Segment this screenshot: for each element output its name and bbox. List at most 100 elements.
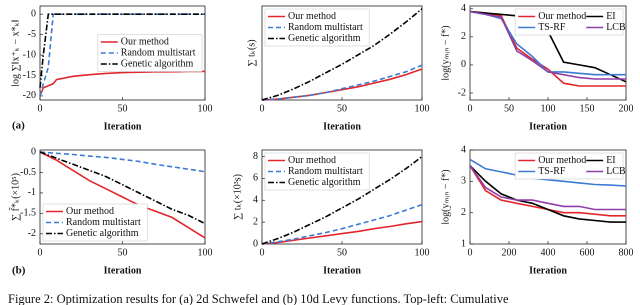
legend-box: [264, 8, 370, 47]
y-tick-label: 2: [253, 216, 258, 227]
x-axis-label: Iteration: [323, 265, 361, 276]
y-tick-label: 2: [461, 31, 466, 42]
legend-label: Random multistart: [288, 166, 363, 177]
legend-label: Random multistart: [288, 22, 363, 33]
legend-box: [514, 8, 624, 36]
x-tick-label: 100: [198, 247, 213, 258]
y-axis-label: ∑ tₖ(s): [246, 39, 257, 66]
x-axis-label: Iteration: [529, 121, 567, 132]
x-axis-label: Iteration: [104, 265, 142, 276]
series-line: [469, 158, 627, 187]
x-tick-label: 50: [337, 103, 347, 114]
x-tick-label: 600: [580, 247, 595, 258]
series-line: [39, 151, 206, 225]
x-tick-label: 50: [118, 103, 128, 114]
y-tick-label: -5: [28, 29, 36, 40]
x-tick-label: 200: [619, 103, 634, 114]
x-tick-label: 200: [502, 247, 517, 258]
legend-label: TS-RF: [538, 22, 566, 33]
y-tick-label: -2: [28, 228, 36, 239]
y-tick-label: 4: [253, 195, 258, 206]
legend-label: LCB: [606, 166, 626, 177]
y-axis-label: ∑ f̃*ₖ(×10⁵): [8, 173, 21, 221]
caption: Figure 2: Optimization results for (a) 2…: [8, 292, 509, 305]
x-axis-label: Iteration: [104, 121, 142, 132]
series-line: [261, 203, 423, 245]
legend-box: [97, 34, 203, 72]
legend-label: Our method: [538, 11, 586, 22]
legend-label: Random multistart: [121, 47, 196, 58]
legend-label: Random multistart: [66, 217, 141, 228]
series-line: [261, 220, 423, 245]
series-line: [39, 13, 205, 88]
x-axis-label: Iteration: [529, 265, 567, 276]
legend-label: LCB: [606, 22, 626, 33]
y-tick-label: 1: [461, 238, 466, 249]
y-tick-label: 2: [461, 207, 466, 218]
y-axis-label: ∑ tₖ(×10³s): [232, 174, 243, 220]
legend-label: EI: [606, 155, 615, 166]
y-tick-label: 0: [461, 59, 466, 70]
legend-label: TS-RF: [538, 166, 566, 177]
y-tick-label: -1: [28, 187, 36, 198]
x-tick-label: 0: [260, 247, 265, 258]
legend-label: Our method: [288, 11, 336, 22]
legend-label: Our method: [121, 36, 169, 47]
x-tick-label: 0: [38, 103, 43, 114]
x-tick-label: 50: [118, 247, 128, 258]
x-tick-label: 100: [415, 247, 430, 258]
panel-label: (b): [12, 265, 26, 277]
x-tick-label: 0: [38, 247, 43, 258]
series-line: [39, 151, 206, 173]
legend-label: Genetic algorithm: [121, 58, 194, 69]
x-tick-label: 150: [580, 103, 595, 114]
legend-label: Our method: [66, 206, 114, 217]
y-tick-label: -0.5: [20, 167, 36, 178]
series-line: [469, 165, 626, 211]
x-tick-label: 100: [415, 103, 430, 114]
y-axis-label: log(yₘᵢₙ − f*): [440, 25, 451, 80]
x-tick-label: 800: [619, 247, 634, 258]
x-tick-label: 100: [198, 103, 213, 114]
y-tick-label: 8: [253, 151, 258, 162]
legend-label: Our method: [288, 155, 336, 166]
series-line: [39, 151, 206, 239]
x-tick-label: 0: [260, 103, 265, 114]
x-tick-label: 400: [541, 247, 556, 258]
series-line: [469, 10, 626, 80]
series-line: [261, 64, 423, 101]
y-tick-label: 0: [253, 238, 258, 249]
y-tick-label: -10: [23, 49, 36, 60]
y-tick-label: 0: [31, 146, 36, 157]
x-tick-label: 50: [337, 247, 347, 258]
legend-box: [514, 152, 624, 180]
y-tick-label: 4: [461, 144, 466, 155]
panel-label: (a): [12, 120, 25, 132]
x-tick-label: 0: [468, 103, 473, 114]
series-line: [261, 155, 423, 245]
x-tick-label: 50: [504, 103, 514, 114]
series-line: [469, 165, 626, 223]
legend-label: Genetic algorithm: [66, 228, 139, 239]
y-tick-label: -15: [23, 70, 36, 81]
legend-label: Our method: [538, 155, 586, 166]
y-axis-label: log ∑‖x⁺ₖ − x*ₖ‖: [10, 19, 21, 87]
y-axis-label: log(yₘᵢₙ − f*): [440, 169, 451, 224]
y-tick-label: 0: [31, 8, 36, 19]
y-tick-label: -2: [458, 87, 466, 98]
x-tick-label: 0: [468, 247, 473, 258]
y-tick-label: -1.5: [20, 208, 36, 219]
legend-label: Genetic algorithm: [288, 33, 361, 44]
y-tick-label: -20: [23, 90, 36, 101]
series-line: [261, 8, 423, 101]
x-axis-label: Iteration: [323, 121, 361, 132]
series-line: [39, 70, 205, 97]
legend-label: EI: [606, 11, 615, 22]
y-tick-label: 3: [461, 176, 466, 187]
legend-box: [42, 203, 148, 242]
x-tick-label: 100: [541, 103, 556, 114]
y-tick-label: 4: [461, 3, 466, 14]
legend-label: Genetic algorithm: [288, 177, 361, 188]
